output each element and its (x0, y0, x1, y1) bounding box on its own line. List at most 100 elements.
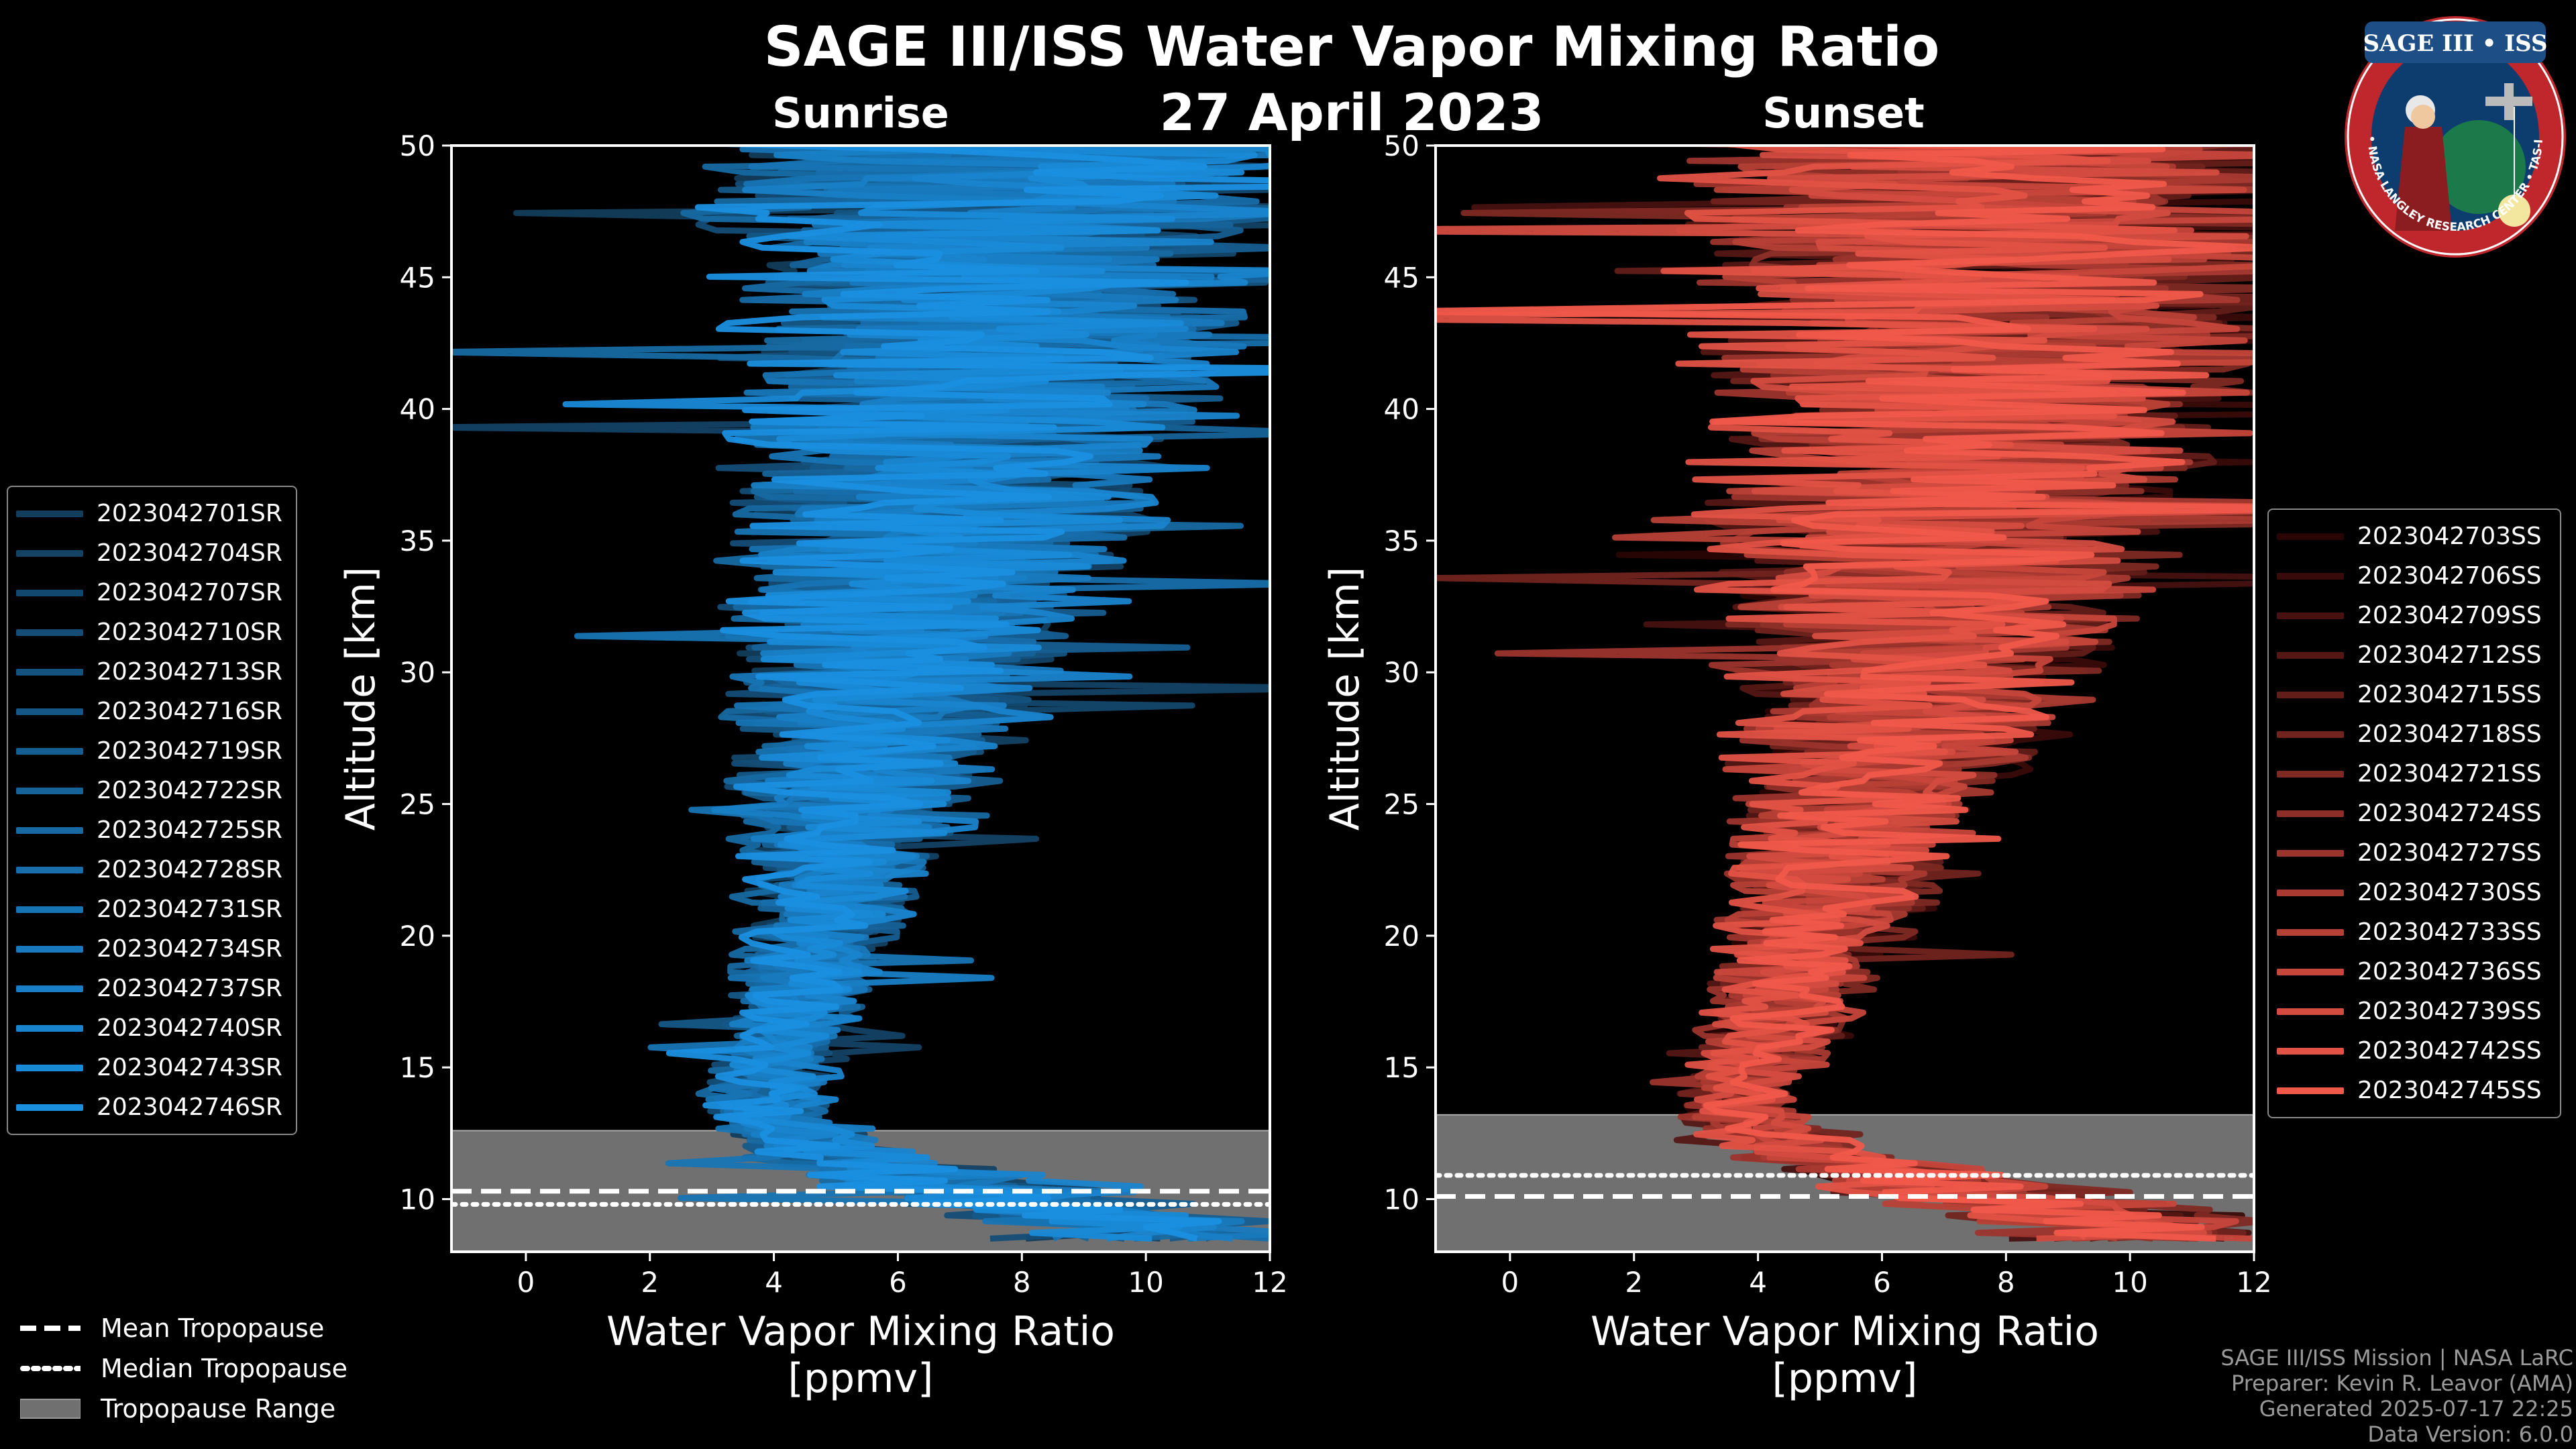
legend-swatch (2277, 651, 2344, 659)
panel-subtitle: Sunrise (772, 89, 949, 138)
legend-label: 2023042745SS (2357, 1077, 2542, 1104)
figure-robe-icon (2395, 127, 2452, 231)
sage-mission-patch: SAGE III • ISS BALL • NASA LANGLEY RESEA… (2341, 9, 2566, 258)
profile-line-2023042746SR (665, 146, 1270, 1242)
legend-swatch (16, 1024, 83, 1032)
sunrise-legend: 2023042701SR 2023042704SR 2023042707SR 2023… (7, 486, 297, 1135)
panel-subtitle: Sunset (1762, 89, 1925, 138)
legend-entry: 2023042701SR (16, 494, 288, 533)
x-tick-label: 4 (1749, 1266, 1767, 1299)
legend-label: 2023042704SR (97, 539, 282, 567)
legend-entry: 2023042745SS (2277, 1071, 2552, 1110)
x-tick-label: 8 (1013, 1266, 1031, 1299)
legend-entry: 2023042733SS (2277, 912, 2552, 952)
legend-entry: 2023042722SR (16, 771, 288, 810)
y-axis-label: Altitude [km] (1322, 567, 1368, 831)
legend-label: 2023042721SS (2357, 760, 2542, 788)
legend-swatch (16, 549, 83, 557)
figure-title: SAGE III/ISS Water Vapor Mixing Ratio (764, 15, 1940, 79)
legend-swatch (2277, 849, 2344, 857)
legend-entry: 2023042725SR (16, 810, 288, 850)
x-tick-label: 4 (765, 1266, 783, 1299)
legend-label: 2023042713SR (97, 658, 282, 686)
legend-swatch (2277, 770, 2344, 777)
legend-swatch (16, 985, 83, 992)
legend-label: 2023042724SS (2357, 800, 2542, 827)
legend-entry: 2023042728SR (16, 850, 288, 890)
legend-tropopause-range: Tropopause Range (20, 1389, 347, 1429)
legend-swatch (2277, 691, 2344, 698)
legend-label: 2023042710SR (97, 619, 282, 646)
y-tick-label: 10 (1384, 1183, 1419, 1216)
legend-swatch (2277, 810, 2344, 817)
legend-mean-tropopause: Mean Tropopause (20, 1308, 347, 1348)
legend-label: 2023042718SS (2357, 720, 2542, 748)
legend-swatch (2277, 928, 2344, 936)
legend-label: 2023042736SS (2357, 958, 2542, 985)
legend-label: 2023042727SS (2357, 839, 2542, 867)
y-tick-label: 50 (400, 129, 435, 162)
legend-label: 2023042740SR (97, 1014, 282, 1042)
y-tick-label: 40 (1384, 393, 1419, 426)
plot-frame (450, 144, 1271, 1253)
legend-label: 2023042746SR (97, 1093, 282, 1121)
legend-swatch (16, 668, 83, 676)
legend-entry: 2023042724SS (2277, 794, 2552, 833)
legend-swatch (16, 866, 83, 873)
legend-label: 2023042719SR (97, 737, 282, 765)
legend-swatch (2277, 612, 2344, 619)
dotted-line-swatch (20, 1366, 80, 1371)
legend-entry: 2023042713SR (16, 652, 288, 692)
y-tick-label: 15 (400, 1051, 435, 1084)
sunrise-panel: Sunrise 0 2 4 6 8 10 12 10 15 20 25 30 35 40 45 50 Water … (337, 89, 1288, 1402)
patch-title-banner (2365, 21, 2546, 63)
legend-entry: 2023042719SR (16, 731, 288, 771)
legend-entry: 2023042721SS (2277, 754, 2552, 794)
legend-label: 2023042725SR (97, 816, 282, 844)
y-tick-label: 20 (400, 920, 435, 953)
sunset-panel: Sunset 0 2 4 6 8 10 12 10 15 20 25 30 35 40 45 50 Water V… (1322, 89, 2272, 1402)
footer-mission: SAGE III/ISS Mission | NASA LaRC (2220, 1345, 2573, 1371)
earth-icon (2432, 120, 2526, 214)
legend-swatch (2277, 1087, 2344, 1094)
legend-swatch (16, 708, 83, 715)
legend-entry: 2023042730SS (2277, 873, 2552, 912)
legend-swatch (16, 945, 83, 953)
legend-entry: 2023042703SS (2277, 517, 2552, 556)
x-axis-label: [ppmv] (788, 1355, 934, 1402)
y-tick-label: 25 (1384, 788, 1419, 821)
legend-label: 2023042728SR (97, 856, 282, 883)
legend-entry: 2023042743SR (16, 1048, 288, 1087)
legend-label: 2023042730SS (2357, 879, 2542, 906)
legend-swatch (16, 629, 83, 636)
y-tick-label: 25 (400, 788, 435, 821)
x-axis-label: Water Vapor Mixing Ratio (606, 1308, 1115, 1355)
legend-swatch (16, 747, 83, 755)
x-tick-label: 12 (1252, 1266, 1287, 1299)
legend-entry: 2023042740SR (16, 1008, 288, 1048)
median-tropopause-label: Median Tropopause (101, 1354, 347, 1383)
x-tick-label: 0 (1501, 1266, 1519, 1299)
x-tick-label: 8 (1997, 1266, 2015, 1299)
x-tick-label: 0 (517, 1266, 535, 1299)
legend-swatch (2277, 731, 2344, 738)
y-tick-label: 10 (400, 1183, 435, 1216)
tropopause-legend: Mean Tropopause Median Tropopause Tropop… (20, 1308, 347, 1429)
y-tick-label: 35 (1384, 525, 1419, 557)
legend-label: 2023042701SR (97, 500, 282, 527)
plot-frame (1434, 144, 2255, 1253)
legend-label: 2023042715SS (2357, 681, 2542, 708)
x-tick-label: 12 (2236, 1266, 2271, 1299)
patch-title: SAGE III • ISS (2363, 30, 2547, 57)
legend-swatch (16, 510, 83, 517)
footer-credits: SAGE III/ISS Mission | NASA LaRC Prepare… (2220, 1345, 2573, 1447)
legend-swatch (16, 906, 83, 913)
legend-swatch (16, 589, 83, 596)
legend-entry: 2023042742SS (2277, 1031, 2552, 1071)
legend-entry: 2023042706SS (2277, 556, 2552, 596)
x-tick-label: 10 (1128, 1266, 1163, 1299)
legend-label: 2023042731SR (97, 896, 282, 923)
legend-swatch (2277, 968, 2344, 975)
legend-swatch (16, 787, 83, 794)
